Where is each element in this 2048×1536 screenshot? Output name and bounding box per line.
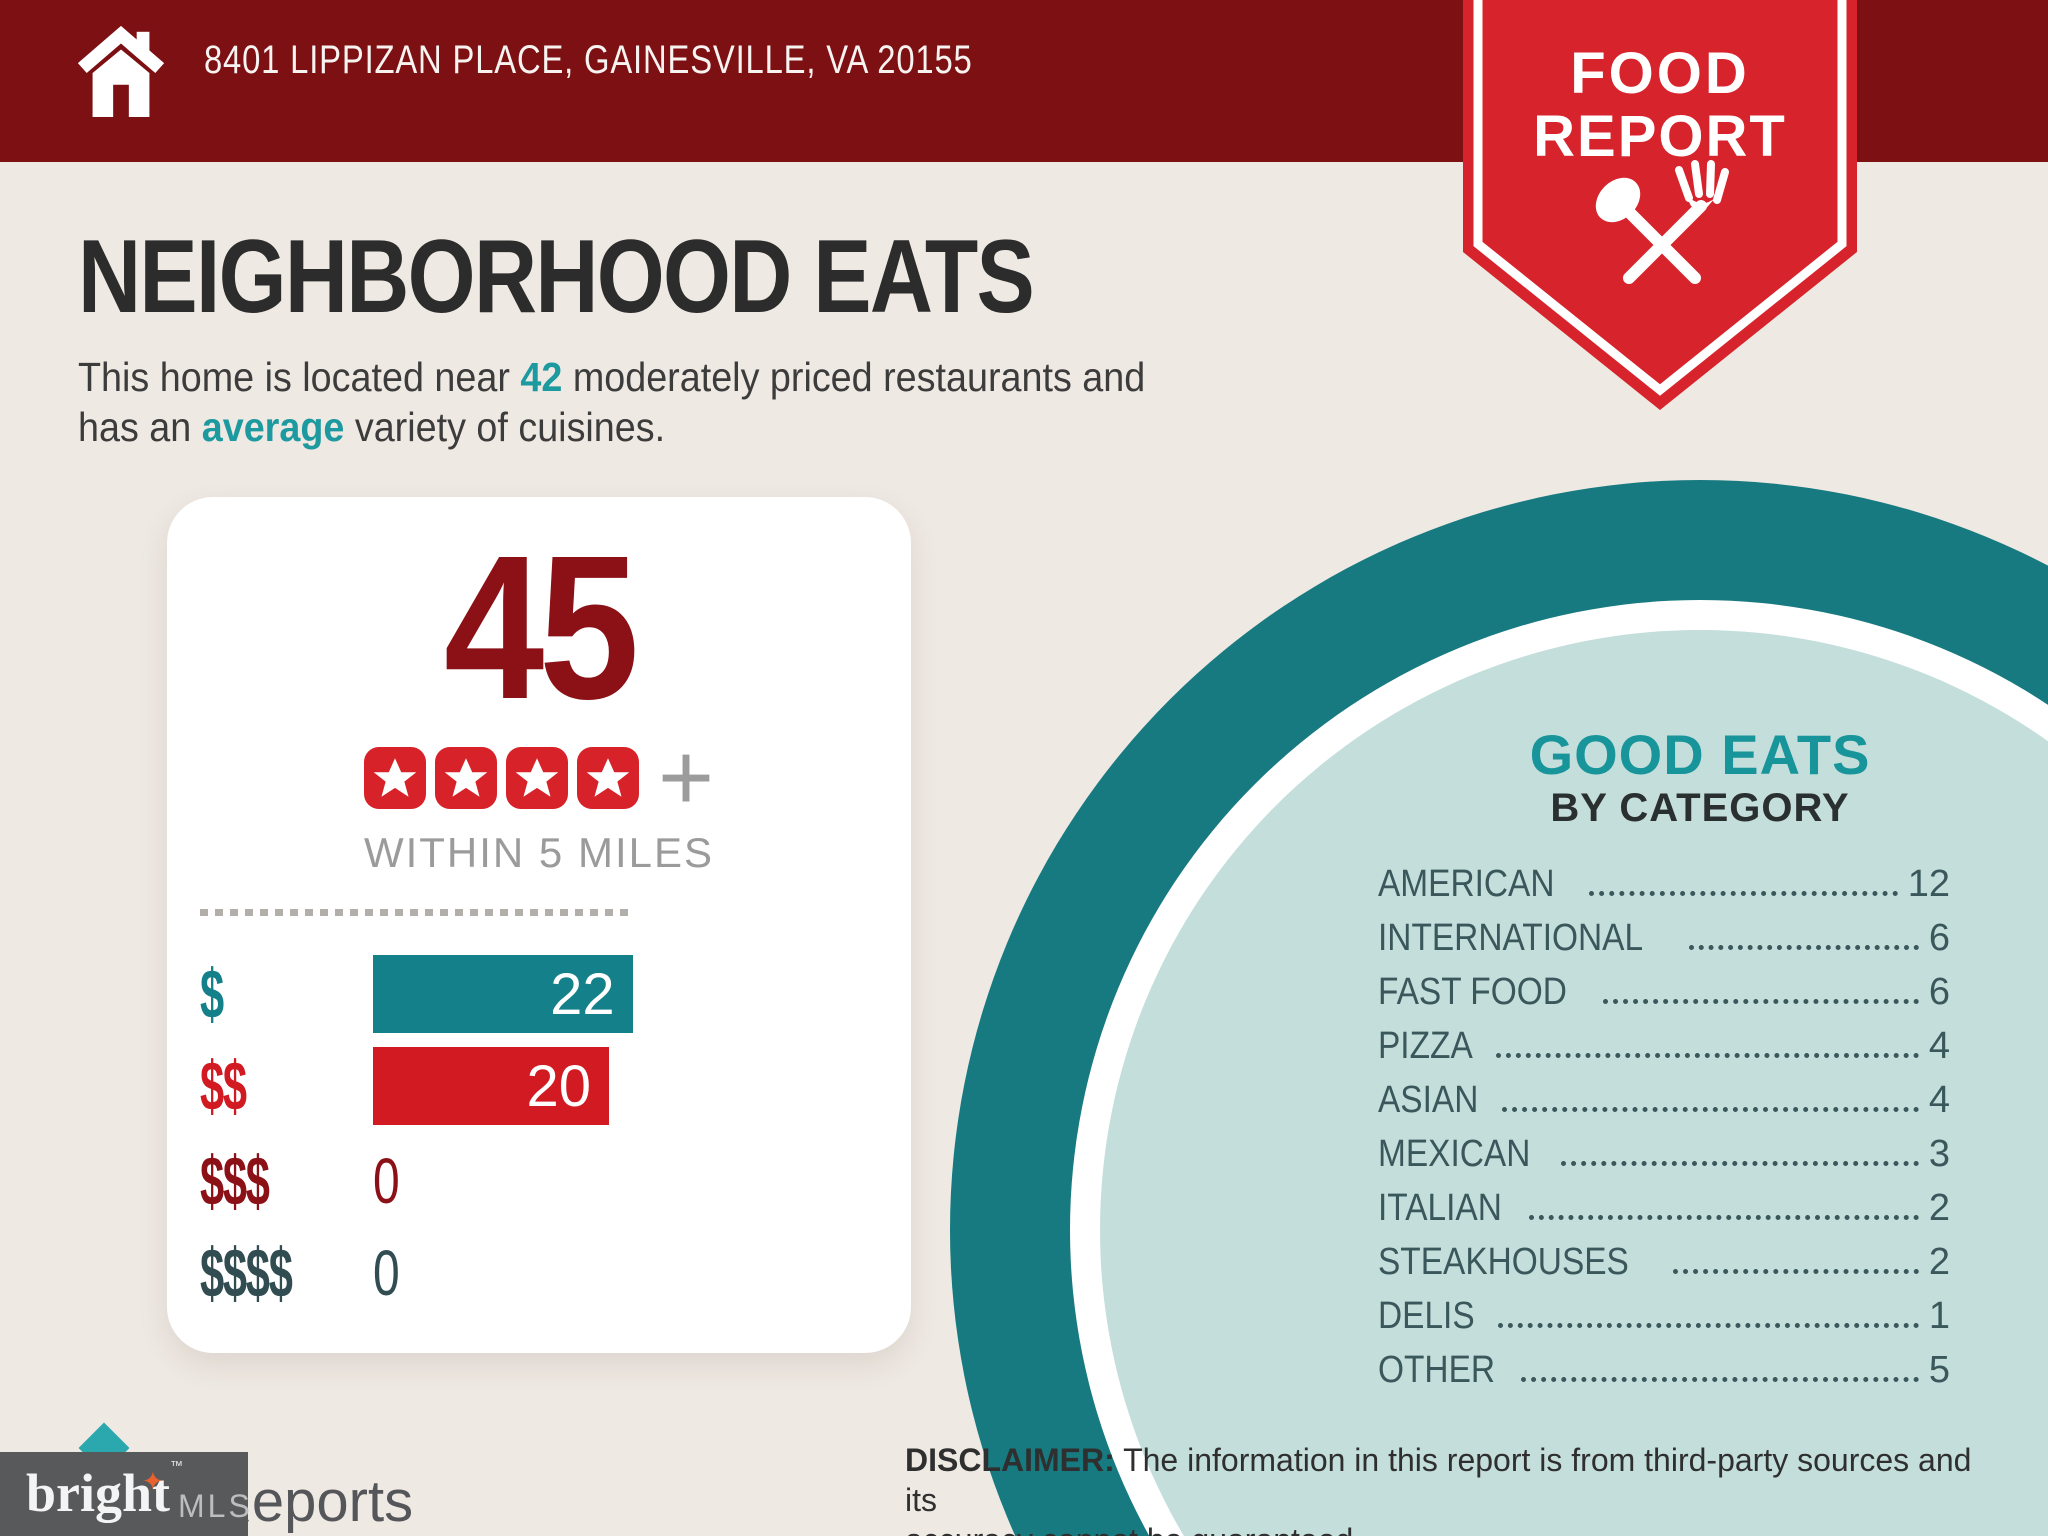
category-name: OTHER: [1378, 1349, 1496, 1391]
category-count: 6: [1928, 971, 1950, 1013]
dotted-leader: [1495, 1053, 1919, 1058]
dotted-leader: [1497, 1323, 1919, 1328]
price-row: $$ 20 20: [167, 1047, 911, 1125]
category-name: DELIS: [1378, 1295, 1475, 1337]
category-name: FAST FOOD: [1378, 971, 1567, 1013]
star-icon: [434, 747, 497, 809]
category-name: AMERICAN: [1378, 863, 1555, 905]
bright-star-icon: ✦: [142, 1466, 164, 1496]
category-row: PIZZA 4: [1378, 1020, 1950, 1074]
price-bar-value: 22: [550, 961, 615, 1027]
ribbon-line2: REPORT: [1533, 104, 1787, 169]
intro-line1: This home is located near 42 moderately …: [78, 354, 1146, 400]
dotted-leader: [1602, 999, 1919, 1004]
category-count: 1: [1928, 1295, 1950, 1337]
bright-mls-logo: bright ✦ ™ MLS: [0, 1452, 250, 1536]
ribbon-line1: FOOD: [1570, 41, 1750, 106]
category-count: 3: [1928, 1133, 1950, 1175]
dotted-leader: [1673, 1269, 1919, 1274]
category-name: ASIAN: [1378, 1079, 1479, 1121]
summary-card: 45 + WITHIN 5 MILES $ 22 22 $$ 20 20 $$$…: [167, 497, 911, 1353]
dashed-divider: [200, 909, 633, 916]
category-name: PIZZA: [1378, 1025, 1473, 1067]
trademark-symbol: ™: [170, 1458, 183, 1473]
category-row: MEXICAN 3: [1378, 1128, 1950, 1182]
category-count: 6: [1928, 917, 1950, 959]
price-level-label: $$$$: [200, 1234, 293, 1312]
plus-icon: +: [657, 724, 715, 831]
category-row: DELIS 1: [1378, 1290, 1950, 1344]
price-zero-value: 0: [373, 1145, 400, 1217]
mls-label: MLS: [178, 1488, 253, 1524]
category-count: 12: [1907, 863, 1950, 905]
category-row: OTHER 5: [1378, 1344, 1950, 1398]
category-row: AMERICAN 12: [1378, 858, 1950, 912]
star-icon: [505, 747, 568, 809]
variety-highlight: average: [201, 404, 345, 450]
disclaimer-label: DISCLAIMER:: [905, 1442, 1115, 1478]
category-name: ITALIAN: [1378, 1187, 1502, 1229]
property-address: 8401 LIPPIZAN PLACE, GAINESVILLE, VA 201…: [204, 38, 973, 82]
good-eats-subtitle: BY CATEGORY: [1550, 786, 1850, 830]
category-row: FAST FOOD 6: [1378, 966, 1950, 1020]
category-list: AMERICAN 12 INTERNATIONAL 6 FAST FOOD 6 PIZ…: [1378, 858, 1950, 1398]
page-title: NEIGHBORHOOD EATS: [78, 219, 1035, 335]
good-eats-title: GOOD EATS: [1529, 723, 1871, 786]
price-row: $$$$ 0 0: [167, 1234, 911, 1312]
category-count: 4: [1928, 1025, 1950, 1067]
spoon-fork-icon: [1595, 160, 1729, 284]
home-icon: [77, 25, 165, 118]
category-count: 2: [1928, 1187, 1950, 1229]
category-count: 2: [1928, 1241, 1950, 1283]
category-count: 5: [1928, 1349, 1950, 1391]
category-row: INTERNATIONAL 6: [1378, 912, 1950, 966]
category-name: INTERNATIONAL: [1378, 917, 1644, 959]
food-report-ribbon: FOOD REPORT: [1463, 0, 1857, 410]
restaurant-nearby-count: 42: [520, 354, 563, 400]
dotted-leader: [1561, 1161, 1919, 1166]
category-count: 4: [1928, 1079, 1950, 1121]
radius-note: WITHIN 5 MILES: [363, 829, 715, 876]
price-level-label: $$$: [200, 1142, 270, 1220]
price-bar-value: 20: [526, 1053, 591, 1119]
price-row: $$$ 0 0: [167, 1142, 911, 1220]
dotted-leader: [1502, 1107, 1919, 1112]
star-icon: [363, 747, 426, 809]
category-name: STEAKHOUSES: [1378, 1241, 1629, 1283]
restaurant-count: 45: [443, 513, 639, 742]
price-bar: 20: [373, 1047, 609, 1125]
dotted-leader: [1528, 1215, 1919, 1220]
category-row: ASIAN 4: [1378, 1074, 1950, 1128]
category-row: ITALIAN 2: [1378, 1182, 1950, 1236]
price-bar: 22: [373, 955, 633, 1033]
price-level-label: $$: [200, 1047, 247, 1125]
intro-text: This home is located near 42 moderately …: [78, 352, 1145, 452]
intro-line2: has an average variety of cuisines.: [78, 404, 666, 450]
category-row: STEAKHOUSES 2: [1378, 1236, 1950, 1290]
dotted-leader: [1588, 891, 1898, 896]
dotted-leader: [1689, 945, 1919, 950]
category-name: MEXICAN: [1378, 1133, 1531, 1175]
bright-wordmark: bright: [26, 1463, 171, 1523]
price-zero-value: 0: [373, 1237, 400, 1309]
disclaimer-text: DISCLAIMER: The information in this repo…: [905, 1442, 1972, 1536]
dotted-leader: [1521, 1377, 1919, 1382]
price-level-label: $: [200, 955, 224, 1033]
rating-stars-row: +: [167, 724, 911, 831]
price-row: $ 22 22: [167, 955, 911, 1033]
star-icon: [576, 747, 639, 809]
